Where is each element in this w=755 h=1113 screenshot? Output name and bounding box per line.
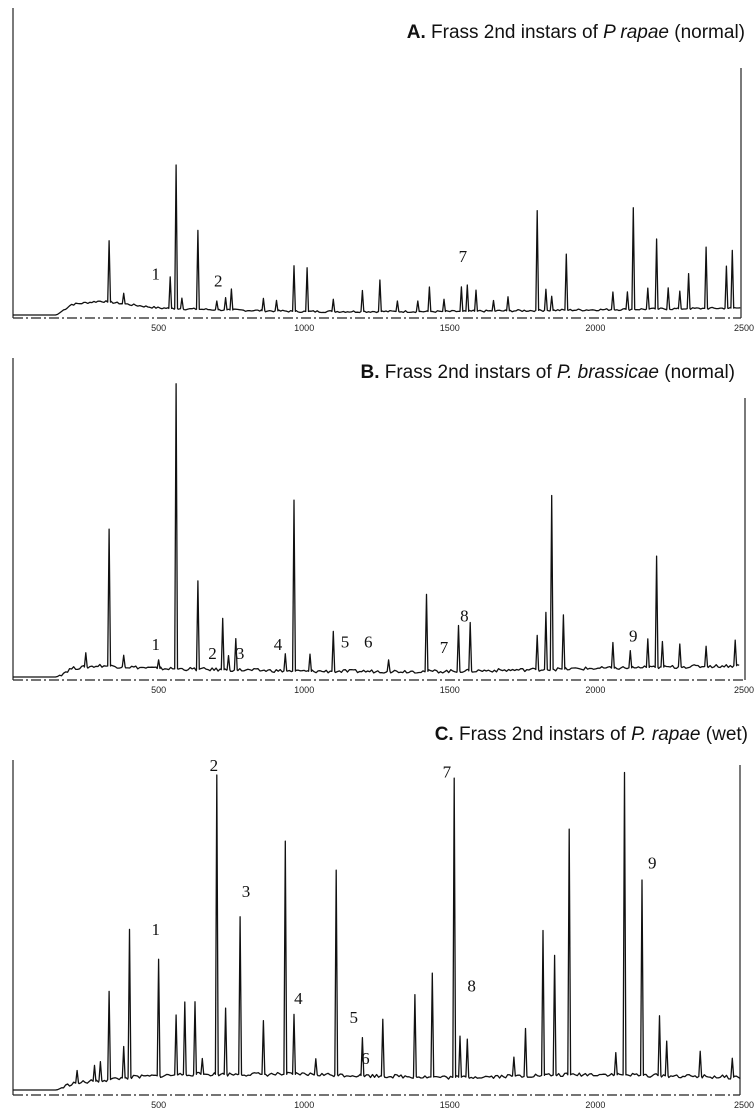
panel-c-peak-label-2: 2: [210, 756, 219, 775]
panel-b-tick-2500: 2500: [734, 685, 754, 695]
panel-c-peak-label-5: 5: [349, 1008, 358, 1027]
panel-a-trace: [13, 164, 741, 316]
panel-b-tick-500: 500: [151, 685, 166, 695]
panel-c-peak-label-9: 9: [648, 854, 657, 873]
panel-b-peak-label-3: 3: [236, 644, 245, 663]
panel-b-peak-label-2: 2: [208, 644, 217, 663]
panel-b-title-species: P. brassicae: [557, 362, 659, 383]
panel-a-title: A. Frass 2nd instars of P rapae (normal): [407, 22, 745, 43]
panel-c-peak-labels: 1 2 3 4 5 6 7 8 9: [151, 756, 656, 1068]
panel-c-trace: [13, 771, 741, 1091]
panel-b-trace: [13, 383, 740, 678]
panel-c-title-species: P. rapae: [631, 724, 700, 745]
panel-b-peak-label-6: 6: [364, 632, 373, 651]
panel-a-peak-label-7: 7: [459, 247, 468, 266]
panel-b-title-text: Frass 2nd instars of: [379, 362, 556, 383]
panel-c-title-letter: C.: [435, 724, 454, 745]
panel-b-tick-2000: 2000: [585, 685, 605, 695]
panel-b-peak-label-8: 8: [460, 607, 469, 626]
panel-b-title: B. Frass 2nd instars of P. brassicae (no…: [360, 362, 735, 383]
panel-a-tick-1000: 1000: [294, 323, 314, 333]
panel-c-x-ticks: 500 1000 1500 2000 2500: [151, 1100, 754, 1110]
panel-c-tick-2000: 2000: [585, 1100, 605, 1110]
panel-b-title-letter: B.: [360, 362, 379, 383]
panel-b-peak-label-7: 7: [440, 638, 449, 657]
panel-a-title-text: Frass 2nd instars of: [426, 22, 603, 43]
panel-b-peak-labels: 1 2 3 4 5 6 78 9: [151, 607, 637, 663]
panel-c-tick-500: 500: [151, 1100, 166, 1110]
panel-b-title-suffix: (normal): [659, 362, 735, 383]
panel-a-tick-500: 500: [151, 323, 166, 333]
panel-c-tick-1500: 1500: [440, 1100, 460, 1110]
panel-c-peak-label-3: 3: [242, 882, 251, 901]
panel-c-peak-label-8: 8: [467, 977, 476, 996]
panel-c-title-suffix: (wet): [701, 724, 749, 745]
panel-c-tick-2500: 2500: [734, 1100, 754, 1110]
panel-a: A. Frass 2nd instars of P rapae (normal)…: [12, 8, 754, 333]
panel-a-title-species: P rapae: [603, 22, 669, 43]
panel-c-peak-label-6: 6: [361, 1049, 370, 1068]
panel-b-peak-label-1: 1: [151, 635, 160, 654]
panel-a-x-ticks: 500 1000 1500 2000 2500: [151, 323, 754, 333]
panel-a-peak-label-2: 2: [214, 272, 223, 291]
panel-b-tick-1000: 1000: [294, 685, 314, 695]
panel-c-peak-label-1: 1: [151, 920, 160, 939]
panel-c-peak-label-4: 4: [294, 989, 303, 1008]
panel-b: B. Frass 2nd instars of P. brassicae (no…: [12, 358, 754, 695]
panel-c-peak-label-7: 7: [443, 762, 452, 781]
panel-b-x-ticks: 500 1000 1500 2000 2500: [151, 685, 754, 695]
panel-c-title: C. Frass 2nd instars of P. rapae (wet): [435, 724, 748, 745]
panel-a-peak-label-1: 1: [151, 265, 160, 284]
panel-a-tick-2000: 2000: [585, 323, 605, 333]
panel-a-title-letter: A.: [407, 22, 426, 43]
panel-c-tick-1000: 1000: [294, 1100, 314, 1110]
panel-c-title-text: Frass 2nd instars of: [454, 724, 631, 745]
panel-b-tick-1500: 1500: [440, 685, 460, 695]
panel-a-peak-labels: 1 2 7: [151, 247, 467, 291]
panel-c: C. Frass 2nd instars of P. rapae (wet) 5…: [12, 724, 754, 1110]
panel-b-peak-label-5: 5: [341, 632, 350, 651]
panel-a-tick-1500: 1500: [440, 323, 460, 333]
panel-a-title-suffix: (normal): [669, 22, 745, 43]
panel-a-tick-2500: 2500: [734, 323, 754, 333]
panel-b-peak-label-9: 9: [629, 627, 638, 646]
panel-b-peak-label-4: 4: [274, 635, 283, 654]
